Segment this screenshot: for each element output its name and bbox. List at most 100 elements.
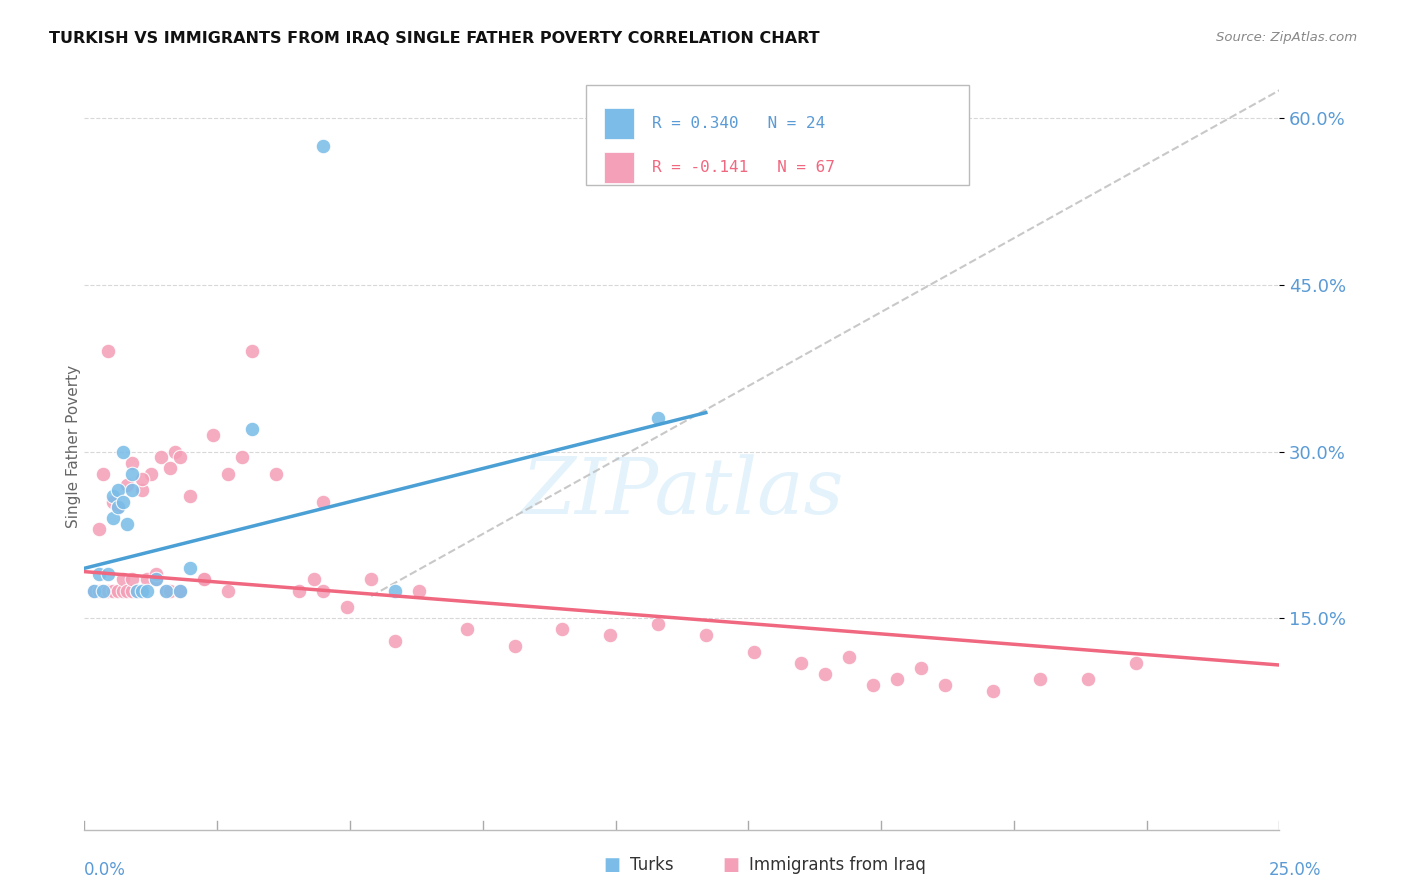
Point (910, 661, 932, 675)
Point (97, 566, 120, 581)
Point (1029, 673, 1052, 687)
Point (121, 483, 143, 498)
Point (111, 583, 134, 598)
Text: 0.0%: 0.0% (84, 861, 127, 879)
Point (1077, 673, 1099, 687)
Point (107, 500, 129, 515)
Point (1125, 656, 1147, 670)
Point (135, 573, 157, 587)
Point (312, 583, 335, 598)
Point (111, 444, 134, 458)
Point (790, 656, 813, 670)
Point (117, 516, 139, 531)
Point (312, 138, 335, 153)
Point (179, 561, 201, 575)
Point (87, 522, 110, 536)
Point (155, 583, 177, 598)
Point (456, 623, 478, 637)
Point (101, 583, 124, 598)
Point (886, 673, 908, 687)
Point (336, 600, 359, 615)
Point (647, 616, 669, 631)
Point (93, 467, 115, 481)
Point (131, 583, 153, 598)
Point (551, 623, 574, 637)
Point (141, 467, 163, 481)
Text: ZIPatlas: ZIPatlas (520, 454, 844, 530)
Point (742, 645, 765, 659)
Point (117, 478, 139, 492)
Point (159, 461, 181, 475)
Point (121, 467, 143, 481)
Point (121, 583, 143, 598)
Point (217, 467, 239, 481)
Point (240, 344, 263, 359)
Point (384, 583, 406, 598)
Point (647, 411, 669, 425)
Point (101, 489, 124, 503)
Point (169, 583, 191, 598)
Point (111, 494, 134, 508)
Point (97, 344, 120, 359)
Point (217, 583, 239, 598)
Point (838, 650, 860, 665)
Text: R = 0.340   N = 24: R = 0.340 N = 24 (652, 116, 825, 131)
Text: ■: ■ (603, 856, 620, 874)
FancyBboxPatch shape (586, 86, 969, 186)
Point (101, 494, 124, 508)
Point (145, 573, 167, 587)
Point (159, 583, 181, 598)
Bar (605, 108, 634, 138)
Point (202, 428, 225, 442)
Point (145, 573, 167, 587)
Point (193, 573, 215, 587)
Point (862, 678, 884, 692)
Point (131, 472, 153, 486)
Point (155, 583, 177, 598)
Point (695, 628, 717, 642)
Point (93, 583, 115, 598)
Point (240, 422, 263, 436)
Text: ■: ■ (723, 856, 740, 874)
Point (121, 573, 143, 587)
Point (149, 450, 172, 464)
Point (87, 583, 110, 598)
Point (121, 456, 143, 470)
Point (981, 683, 1004, 698)
Point (125, 583, 148, 598)
Point (125, 583, 148, 598)
Point (165, 444, 187, 458)
Point (111, 573, 134, 587)
Point (312, 494, 335, 508)
Point (408, 583, 430, 598)
Point (97, 583, 120, 598)
Point (231, 450, 253, 464)
Point (107, 483, 129, 498)
Point (135, 583, 157, 598)
Point (169, 450, 191, 464)
Y-axis label: Single Father Poverty: Single Father Poverty (66, 365, 80, 527)
Point (503, 639, 526, 653)
Point (83, 583, 105, 598)
Point (107, 500, 129, 515)
Point (193, 573, 215, 587)
Point (117, 583, 139, 598)
Point (145, 566, 167, 581)
Point (384, 633, 406, 648)
Bar (605, 152, 634, 183)
Point (107, 583, 129, 598)
Point (288, 583, 311, 598)
Text: Immigrants from Iraq: Immigrants from Iraq (749, 856, 927, 874)
Point (264, 467, 287, 481)
Point (814, 667, 837, 681)
Point (360, 573, 382, 587)
Text: Turks: Turks (630, 856, 673, 874)
Point (179, 489, 201, 503)
Text: R = -0.141   N = 67: R = -0.141 N = 67 (652, 160, 835, 175)
Point (87, 566, 110, 581)
Point (131, 483, 153, 498)
Text: Source: ZipAtlas.com: Source: ZipAtlas.com (1216, 31, 1357, 45)
Point (83, 583, 105, 598)
Point (169, 583, 191, 598)
Text: TURKISH VS IMMIGRANTS FROM IRAQ SINGLE FATHER POVERTY CORRELATION CHART: TURKISH VS IMMIGRANTS FROM IRAQ SINGLE F… (49, 31, 820, 46)
